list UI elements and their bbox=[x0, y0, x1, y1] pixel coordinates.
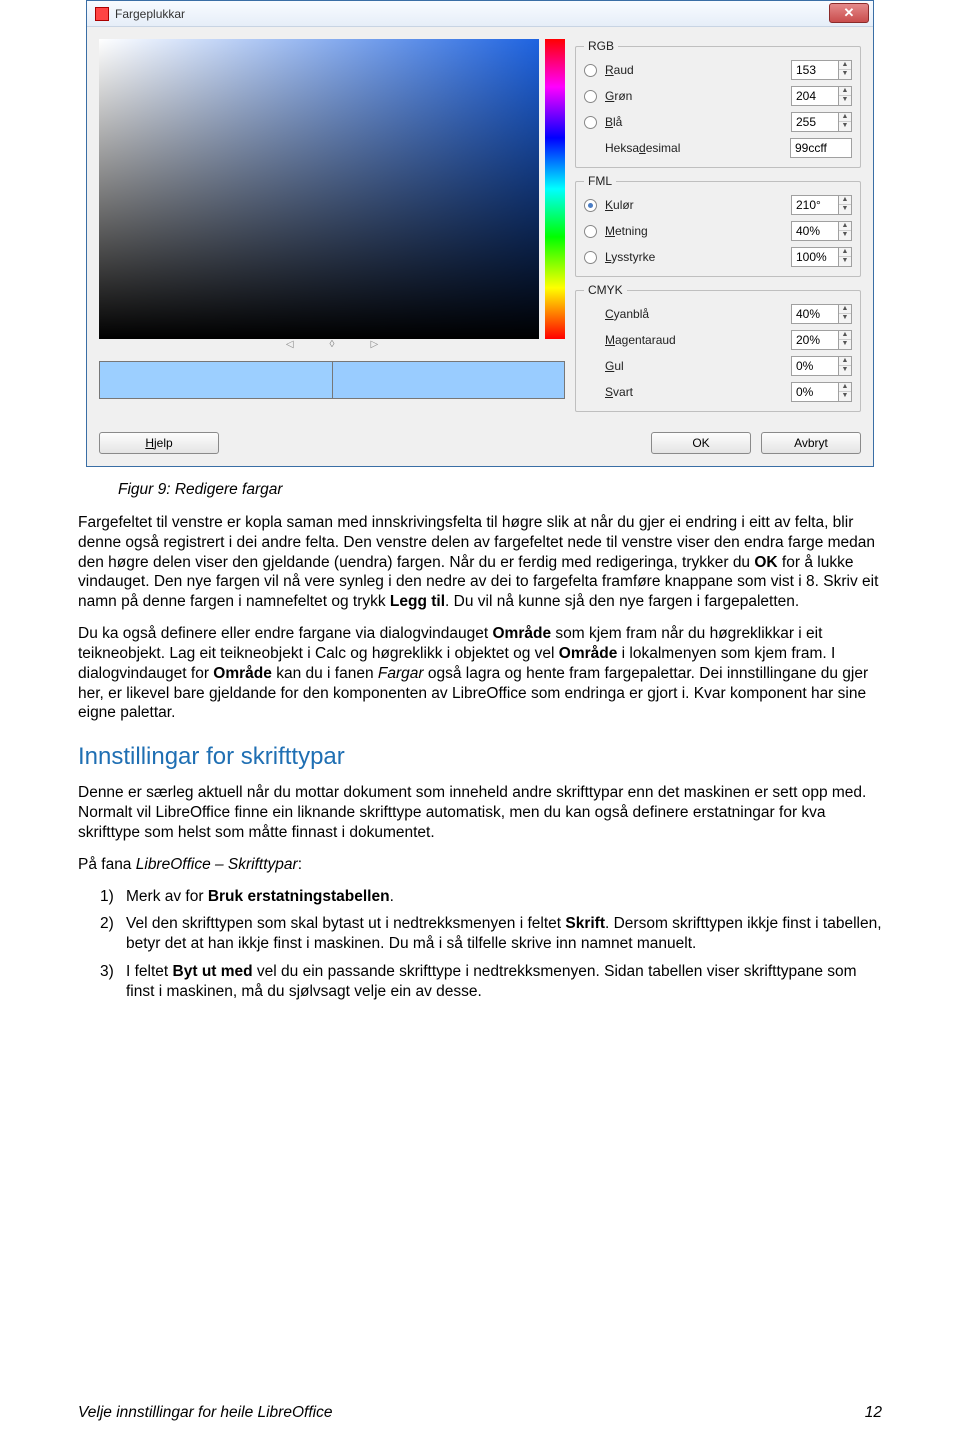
fml-legend: FML bbox=[584, 174, 616, 188]
radio-light[interactable] bbox=[584, 251, 597, 264]
stepper-green[interactable]: ▲▼ bbox=[839, 86, 852, 106]
cmyk-legend: CMYK bbox=[584, 283, 627, 297]
label-hex: Heksadesimal bbox=[605, 141, 790, 155]
para-3: Denne er særleg aktuell når du mottar do… bbox=[78, 783, 882, 842]
spin-yellow[interactable]: ▲▼ bbox=[791, 356, 852, 376]
input-hex[interactable] bbox=[790, 138, 852, 158]
stepper-yellow[interactable]: ▲▼ bbox=[839, 356, 852, 376]
label-yellow: Gul bbox=[605, 359, 791, 373]
hue-slider[interactable] bbox=[545, 39, 565, 339]
help-button[interactable]: Hjelp bbox=[99, 432, 219, 454]
app-icon bbox=[95, 7, 109, 21]
radio-hue[interactable] bbox=[584, 199, 597, 212]
color-preview bbox=[99, 361, 565, 399]
close-button[interactable]: ✕ bbox=[829, 3, 869, 23]
stepper-light[interactable]: ▲▼ bbox=[839, 247, 852, 267]
spin-magenta[interactable]: ▲▼ bbox=[791, 330, 852, 350]
para-1: Fargefeltet til venstre er kopla saman m… bbox=[78, 513, 882, 612]
stepper-blue[interactable]: ▲▼ bbox=[839, 112, 852, 132]
label-hue: Kulør bbox=[605, 198, 791, 212]
spin-cyan[interactable]: ▲▼ bbox=[791, 304, 852, 324]
radio-red[interactable] bbox=[584, 64, 597, 77]
stepper-magenta[interactable]: ▲▼ bbox=[839, 330, 852, 350]
radio-sat[interactable] bbox=[584, 225, 597, 238]
para-4: På fana LibreOffice – Skrifttypar: bbox=[78, 855, 882, 875]
input-black[interactable] bbox=[791, 382, 839, 402]
stepper-black[interactable]: ▲▼ bbox=[839, 382, 852, 402]
figure-caption: Figur 9: Redigere fargar bbox=[118, 481, 882, 499]
para-2: Du ka også definere eller endre fargane … bbox=[78, 624, 882, 723]
rgb-group: RGB Raud ▲▼ Grøn bbox=[575, 39, 861, 168]
stepper-sat[interactable]: ▲▼ bbox=[839, 221, 852, 241]
spin-light[interactable]: ▲▼ bbox=[791, 247, 852, 267]
spin-green[interactable]: ▲▼ bbox=[791, 86, 852, 106]
spin-hue[interactable]: ▲▼ bbox=[791, 195, 852, 215]
label-magenta: Magentaraud bbox=[605, 333, 791, 347]
ok-button[interactable]: OK bbox=[651, 432, 751, 454]
stepper-cyan[interactable]: ▲▼ bbox=[839, 304, 852, 324]
input-cyan[interactable] bbox=[791, 304, 839, 324]
step-3: I feltet Byt ut med vel du ein passande … bbox=[100, 962, 882, 1002]
steps-list: Merk av for Bruk erstatningstabellen. Ve… bbox=[100, 887, 882, 1002]
label-black: Svart bbox=[605, 385, 791, 399]
label-cyan: Cyanblå bbox=[605, 307, 791, 321]
label-light: Lysstyrke bbox=[605, 250, 791, 264]
input-red[interactable] bbox=[791, 60, 839, 80]
input-yellow[interactable] bbox=[791, 356, 839, 376]
spin-sat[interactable]: ▲▼ bbox=[791, 221, 852, 241]
radio-green[interactable] bbox=[584, 90, 597, 103]
stepper-red[interactable]: ▲▼ bbox=[839, 60, 852, 80]
label-red: Raud bbox=[605, 63, 791, 77]
input-hue[interactable] bbox=[791, 195, 839, 215]
body-text-2: Denne er særleg aktuell når du mottar do… bbox=[78, 783, 882, 874]
color-picker-dialog: Fargeplukkar ✕ ◁◊▷ bbox=[86, 0, 874, 467]
slider-handles: ◁◊▷ bbox=[99, 339, 565, 351]
cancel-button[interactable]: Avbryt bbox=[761, 432, 861, 454]
label-green: Grøn bbox=[605, 89, 791, 103]
radio-blue[interactable] bbox=[584, 116, 597, 129]
cmyk-group: CMYK Cyanblå ▲▼ Magentaraud bbox=[575, 283, 861, 412]
section-heading: Innstillingar for skrifttypar bbox=[78, 743, 882, 771]
label-sat: Metning bbox=[605, 224, 791, 238]
color-field[interactable] bbox=[99, 39, 539, 339]
spin-blue[interactable]: ▲▼ bbox=[791, 112, 852, 132]
input-green[interactable] bbox=[791, 86, 839, 106]
input-magenta[interactable] bbox=[791, 330, 839, 350]
body-text: Fargefeltet til venstre er kopla saman m… bbox=[78, 513, 882, 723]
input-sat[interactable] bbox=[791, 221, 839, 241]
dialog-title: Fargeplukkar bbox=[115, 7, 185, 21]
dialog-titlebar: Fargeplukkar ✕ bbox=[87, 1, 873, 27]
rgb-legend: RGB bbox=[584, 39, 618, 53]
label-blue: Blå bbox=[605, 115, 791, 129]
footer-left: Velje innstillingar for heile LibreOffic… bbox=[78, 1404, 332, 1422]
spin-red[interactable]: ▲▼ bbox=[791, 60, 852, 80]
step-1: Merk av for Bruk erstatningstabellen. bbox=[100, 887, 882, 907]
input-light[interactable] bbox=[791, 247, 839, 267]
stepper-hue[interactable]: ▲▼ bbox=[839, 195, 852, 215]
input-blue[interactable] bbox=[791, 112, 839, 132]
spin-black[interactable]: ▲▼ bbox=[791, 382, 852, 402]
preview-new-color bbox=[332, 361, 566, 399]
step-2: Vel den skrifttypen som skal bytast ut i… bbox=[100, 914, 882, 954]
preview-old-color bbox=[99, 361, 332, 399]
footer-right: 12 bbox=[865, 1404, 882, 1422]
close-icon: ✕ bbox=[844, 5, 855, 21]
fml-group: FML Kulør ▲▼ Metning bbox=[575, 174, 861, 277]
page-footer: Velje innstillingar for heile LibreOffic… bbox=[78, 1404, 882, 1422]
